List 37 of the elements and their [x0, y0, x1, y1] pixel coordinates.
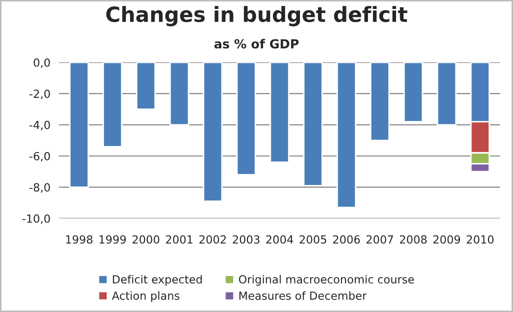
legend-label: Deficit expected [112, 274, 202, 286]
bar [202, 62, 223, 202]
x-tick-label: 2003 [232, 235, 260, 244]
bar [236, 62, 256, 176]
bar [303, 62, 323, 186]
x-tick-label: 2001 [166, 235, 192, 244]
legend-label: Measures of December [239, 291, 367, 300]
x-tick-label: 2000 [132, 235, 160, 244]
bar [69, 62, 89, 188]
x-tick-label: 2007 [366, 235, 394, 244]
bar [370, 62, 390, 142]
y-tick-label: -6,0 [30, 152, 50, 162]
bar [169, 62, 190, 126]
y-tick-label: -4,0 [30, 120, 50, 130]
y-tick-label: -10,0 [22, 214, 50, 224]
x-tick-label: 2002 [199, 235, 226, 244]
y-tick-label: 0,0 [34, 58, 50, 68]
x-tick-label: 1999 [100, 235, 126, 244]
x-tick-label: 2004 [266, 235, 294, 244]
bar [436, 62, 457, 126]
bar [136, 62, 156, 110]
x-tick-label: 2005 [300, 235, 326, 244]
chart-title: Changes in budget deficit [106, 6, 408, 26]
x-tick-label: 2008 [400, 235, 427, 244]
y-tick-label: -8,0 [30, 183, 50, 193]
y-tick-label: -2,0 [30, 90, 50, 100]
x-tick-label: 2006 [333, 235, 360, 244]
legend-label: Action plans [112, 291, 180, 302]
x-tick-label: 1998 [66, 235, 92, 244]
legend-label: Original macroeconomic course [238, 274, 414, 286]
bar [403, 62, 424, 122]
chart-subtitle: as % of GDP [214, 38, 299, 49]
x-tick-label: 2010 [466, 235, 494, 244]
x-tick-label: 2009 [433, 235, 460, 244]
bar [102, 62, 122, 148]
bar [270, 62, 290, 163]
bar [336, 62, 356, 208]
